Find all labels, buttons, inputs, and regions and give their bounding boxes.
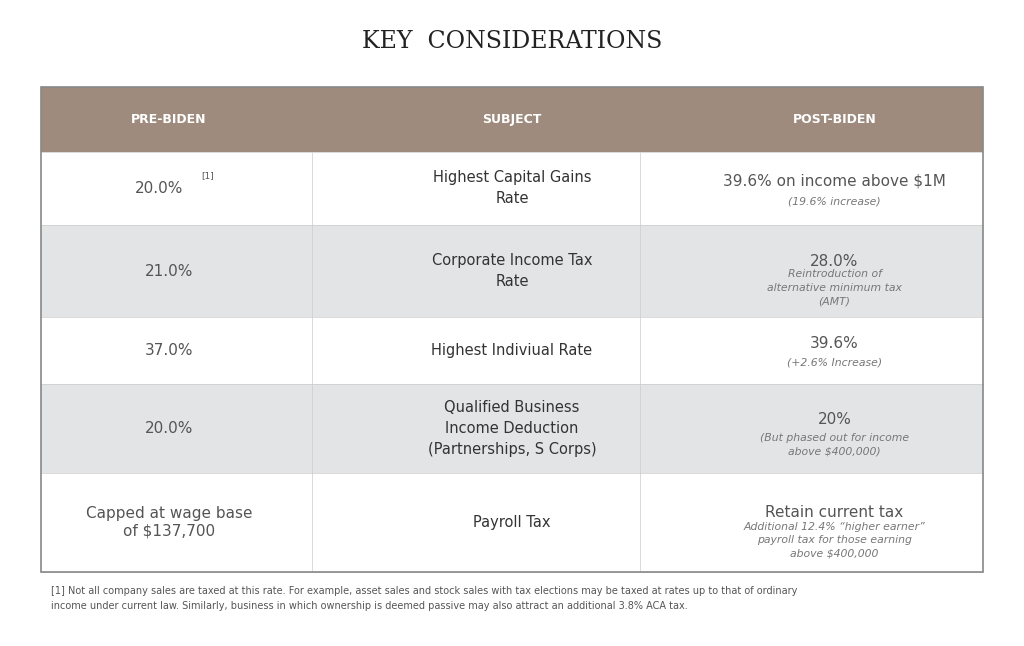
Text: KEY  CONSIDERATIONS: KEY CONSIDERATIONS [361,30,663,54]
Bar [41,473,983,572]
Text: (19.6% increase): (19.6% increase) [788,196,881,207]
Text: POST-BIDEN: POST-BIDEN [793,113,877,126]
Text: Highest Indiviual Rate: Highest Indiviual Rate [431,343,593,358]
Text: 20.0%: 20.0% [134,181,183,196]
Bar [41,317,983,384]
Bar [41,87,983,152]
Text: [1] Not all company sales are taxed at this rate. For example, asset sales and s: [1] Not all company sales are taxed at t… [51,586,798,611]
Text: 20%: 20% [817,412,852,427]
Text: 20.0%: 20.0% [144,421,194,436]
Text: 39.6% on income above $1M: 39.6% on income above $1M [723,174,946,189]
Text: SUBJECT: SUBJECT [482,113,542,126]
Bar [41,152,983,225]
Text: (But phased out for income
above $400,000): (But phased out for income above $400,00… [760,433,909,456]
Bar [41,87,983,572]
Text: Qualified Business
Income Deduction
(Partnerships, S Corps): Qualified Business Income Deduction (Par… [428,400,596,457]
Text: Highest Capital Gains
Rate: Highest Capital Gains Rate [433,171,591,206]
Text: 21.0%: 21.0% [144,264,194,278]
Text: Capped at wage base
of $137,700: Capped at wage base of $137,700 [86,506,252,539]
Text: (+2.6% Increase): (+2.6% Increase) [787,358,882,368]
Bar [41,384,983,473]
Text: PRE-BIDEN: PRE-BIDEN [131,113,207,126]
Text: Retain current tax: Retain current tax [765,505,904,520]
Text: 37.0%: 37.0% [144,343,194,358]
Text: [1]: [1] [202,171,214,180]
Bar [41,225,983,317]
Text: Corporate Income Tax
Rate: Corporate Income Tax Rate [432,253,592,289]
Text: Additional 12.4% “higher earner”
payroll tax for those earning
above $400,000: Additional 12.4% “higher earner” payroll… [743,521,926,559]
Text: 28.0%: 28.0% [810,255,859,269]
Text: Reintroduction of
alternative minimum tax
(AMT): Reintroduction of alternative minimum ta… [767,269,902,306]
Text: Payroll Tax: Payroll Tax [473,515,551,530]
Text: 39.6%: 39.6% [810,337,859,351]
